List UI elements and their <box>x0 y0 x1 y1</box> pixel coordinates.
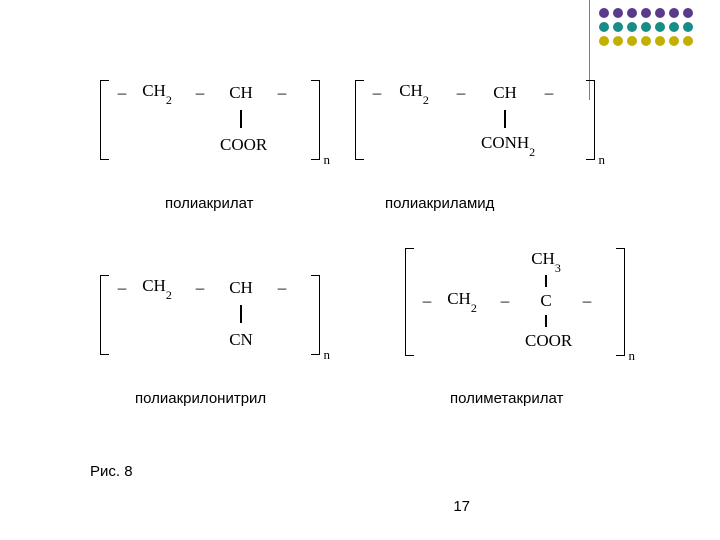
decor-dot <box>599 36 609 46</box>
structure-polyacrylate: n – CH2 – CH – COOR <box>100 80 320 158</box>
decor-dot <box>683 8 693 18</box>
decor-dot <box>641 8 651 18</box>
decor-dot <box>683 36 693 46</box>
decor-dot <box>627 22 637 32</box>
structure-polyacrylonitrile: n – CH2 – CH – CN <box>100 275 320 353</box>
decor-dot <box>655 8 665 18</box>
repeat-n: n <box>629 348 636 364</box>
structure-polymethacrylate: n CH3 – CH2 – C – COOR <box>405 248 625 354</box>
decor-dot <box>613 22 623 32</box>
label-polymethacrylate: полиметакрилат <box>450 390 563 407</box>
decor-dot <box>655 22 665 32</box>
decor-dot <box>627 8 637 18</box>
label-polyacrylamide: полиакриламид <box>385 195 494 212</box>
decor-dot <box>641 22 651 32</box>
decor-dot <box>669 22 679 32</box>
page-number: 17 <box>453 498 470 515</box>
decor-dot <box>641 36 651 46</box>
decor-dot <box>613 8 623 18</box>
decor-dots <box>599 8 695 48</box>
slide: n – CH2 – CH – COOR полиакрилат n – CH2 … <box>0 0 720 540</box>
decor-dot <box>669 36 679 46</box>
decor-dot <box>655 36 665 46</box>
decor-dot <box>599 22 609 32</box>
decor-dot <box>613 36 623 46</box>
decor-dot <box>669 8 679 18</box>
decor-dot <box>627 36 637 46</box>
figure-caption: Рис. 8 <box>90 463 133 480</box>
label-polyacrylate: полиакрилат <box>165 195 254 212</box>
decor-dot <box>683 22 693 32</box>
repeat-n: n <box>324 347 331 363</box>
repeat-n: n <box>599 152 606 168</box>
structure-polyacrylamide: n – CH2 – CH – CONH2 <box>355 80 595 158</box>
decor-dot <box>599 8 609 18</box>
repeat-n: n <box>324 152 331 168</box>
label-polyacrylonitrile: полиакрилонитрил <box>135 390 266 407</box>
